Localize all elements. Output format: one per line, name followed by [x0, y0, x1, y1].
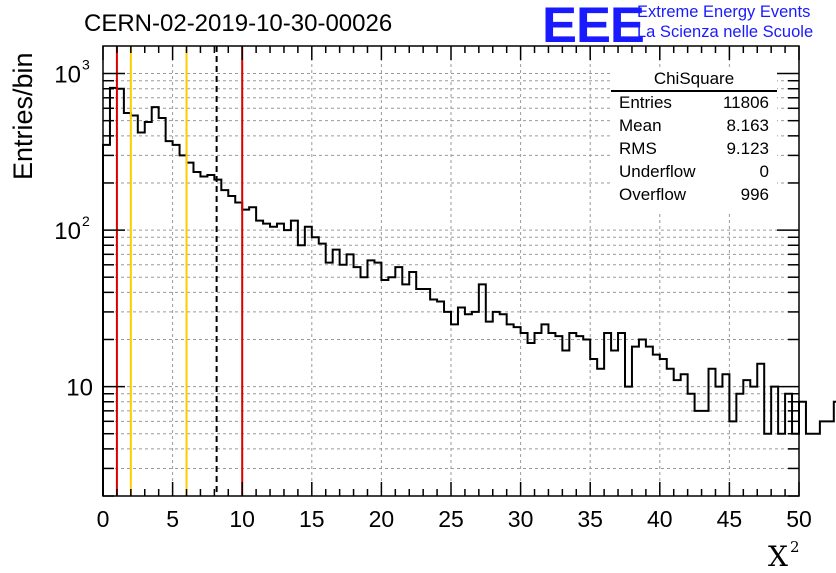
- x-tick-label: 40: [647, 506, 673, 532]
- x-tick-label: 25: [438, 506, 464, 532]
- stats-key: RMS: [619, 139, 657, 158]
- stats-title: ChiSquare: [653, 69, 735, 88]
- y-tick-label-exponent: 2: [82, 213, 90, 229]
- x-tick-label: 20: [369, 506, 395, 532]
- stats-key: Mean: [619, 116, 662, 135]
- logo-line-2: La Scienza nelle Scuole: [637, 23, 814, 41]
- histogram-series: [102, 86, 836, 496]
- x-tick-label: 0: [97, 506, 110, 532]
- x-tick-label: 15: [299, 506, 325, 532]
- y-tick-label: 10: [54, 218, 81, 245]
- chart-title: CERN-02-2019-10-30-00026: [84, 10, 393, 37]
- stats-divider: [611, 90, 777, 92]
- stats-key: Entries: [619, 93, 672, 112]
- x-tick-label: 10: [229, 506, 255, 532]
- x-tick-label: 5: [166, 506, 179, 532]
- y-tick-label-exponent: 3: [82, 57, 90, 73]
- stats-value: 996: [740, 185, 769, 204]
- stats-value: 11806: [722, 93, 769, 112]
- x-axis-label-base: X: [768, 540, 788, 573]
- x-axis-label-superscript: 2: [789, 538, 800, 556]
- stats-value: 9.123: [726, 139, 769, 158]
- stats-key: Underflow: [619, 162, 696, 181]
- eee-logo: EEE: [542, 0, 645, 53]
- x-tick-label: 35: [577, 506, 603, 532]
- y-tick-label: 10: [54, 62, 81, 89]
- logo-line-1: Extreme Energy Events: [637, 3, 811, 21]
- y-axis-label: Entries/bin: [8, 52, 38, 180]
- stats-key: Overflow: [619, 185, 687, 204]
- stats-value: 0: [759, 162, 769, 181]
- x-tick-label: 50: [786, 506, 812, 532]
- x-tick-label: 30: [508, 506, 534, 532]
- stats-value: 8.163: [726, 116, 769, 135]
- stats-box: ChiSquare Entries 11806 Mean 8.163 RMS 9…: [611, 67, 777, 212]
- y-tick-label: 10: [66, 375, 93, 402]
- x-tick-label: 45: [717, 506, 743, 532]
